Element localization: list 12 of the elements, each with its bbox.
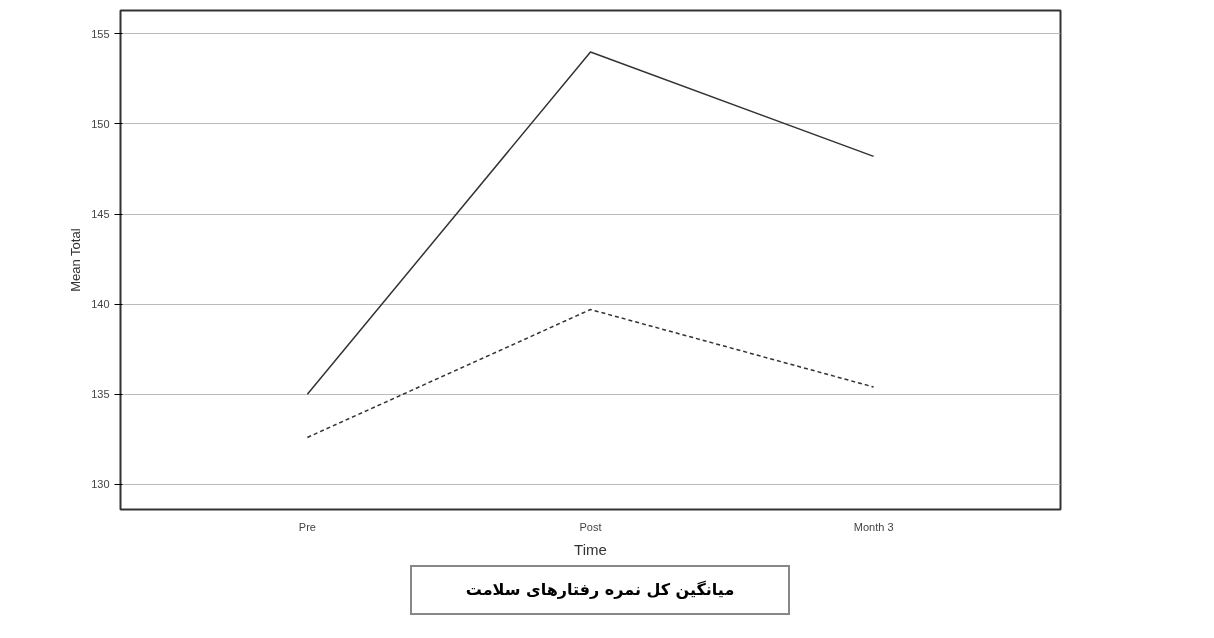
x-tick-label: Pre [298,520,316,533]
x-tick-label: Month 3 [853,520,894,533]
y-tick-label: 145 [91,208,110,221]
y-tick-label: 135 [91,388,110,401]
x-axis-title: Time [574,540,607,558]
y-axis-title: Mean Total [68,228,84,292]
y-tick-label: 155 [91,27,110,40]
y-tick-label: 130 [91,478,110,491]
y-tick-label: 150 [91,117,110,130]
text: میانگین کل نمره رفتارهای سلامت [465,579,735,601]
x-tick-label: Post [579,520,602,533]
y-tick-label: 140 [91,298,110,311]
